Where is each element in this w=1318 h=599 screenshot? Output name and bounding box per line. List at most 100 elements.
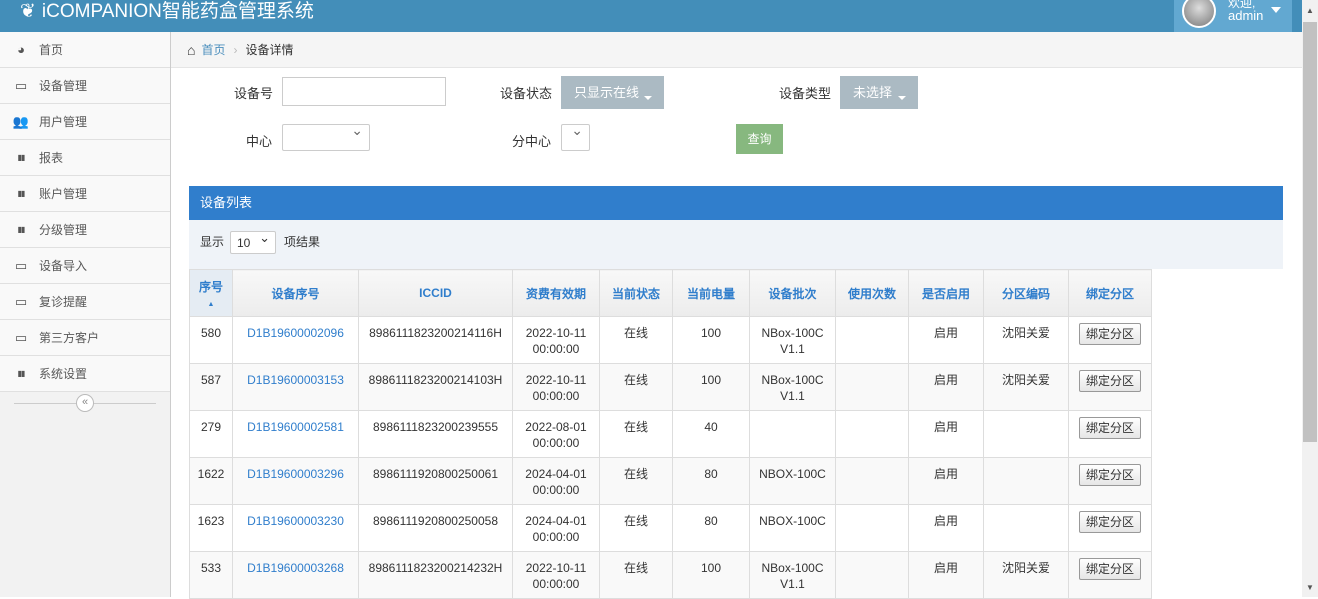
column-header[interactable]: 是否启用	[908, 269, 984, 317]
bind-partition-button[interactable]: 绑定分区	[1078, 464, 1141, 486]
table-cell: 在线	[599, 363, 673, 411]
cell-text: 2024-04-01 00:00:00	[525, 514, 587, 544]
sidebar-item-6[interactable]: ▭ 设备导入	[0, 248, 170, 284]
breadcrumb: ⌂ 首页 › 设备详情	[171, 32, 1302, 68]
table-cell: D1B19600002096	[232, 316, 359, 364]
page-length-value: 10	[237, 236, 251, 250]
sidebar-item-7[interactable]: ▭ 复诊提醒	[0, 284, 170, 320]
column-header[interactable]: ICCID	[358, 269, 513, 317]
table-cell: NBox-100C V1.1	[749, 363, 836, 411]
sidebar-item-5[interactable]: ▮▮ 分级管理	[0, 212, 170, 248]
avatar	[1182, 0, 1216, 28]
leaf-icon: ❦	[20, 1, 36, 22]
app-title: iCOMPANION智能药盒管理系统	[41, 1, 314, 22]
cell-text: 100	[700, 373, 722, 387]
sidebar-item-3[interactable]: ▮▮ 报表	[0, 140, 170, 176]
cell-text: 1623	[197, 514, 225, 528]
cell-text: 启用	[933, 514, 958, 528]
column-header[interactable]: 使用次数	[835, 269, 909, 317]
scrollbar[interactable]: ▲ ▼	[1302, 0, 1318, 597]
sidebar-item-1[interactable]: ▭ 设备管理	[0, 68, 170, 104]
table-cell: 2022-10-11 00:00:00	[512, 363, 600, 411]
top-navbar: ❦ iCOMPANION智能药盒管理系统 欢迎, admin	[0, 0, 1302, 32]
column-header[interactable]: 绑定分区	[1068, 269, 1152, 317]
table-cell	[835, 410, 909, 458]
status-dropdown[interactable]: 只显示在线	[561, 76, 664, 109]
header-label: ICCID	[419, 286, 452, 300]
table-cell: 2024-04-01 00:00:00	[512, 457, 600, 505]
scrollbar-thumb[interactable]	[1303, 22, 1317, 442]
header-label: 当前状态	[611, 286, 660, 301]
sidebar-item-0[interactable]: ◕ 首页	[0, 32, 170, 68]
cell-text: 2024-04-01 00:00:00	[525, 467, 587, 497]
double-chevron-left-icon[interactable]: «	[76, 394, 94, 412]
table-cell: 898611182320021410​3H	[358, 363, 513, 411]
table-cell: 8986111823200239555	[358, 410, 513, 458]
query-button[interactable]: 查询	[736, 124, 783, 154]
device-link[interactable]: D1B19600003296	[247, 467, 344, 481]
cell-text: 2022-08-01 00:00:00	[525, 420, 587, 450]
cell-text: NBOX-100C	[759, 467, 826, 481]
table-cell: 启用	[908, 551, 984, 599]
caret-down-icon	[644, 96, 652, 100]
table-row: 279 D1B19600002581 8986111823200239555 2022…	[189, 410, 1152, 458]
sidebar-item-8[interactable]: ▭ 第三方客户	[0, 320, 170, 356]
bind-partition-button[interactable]: 绑定分区	[1078, 558, 1141, 580]
bind-partition-button[interactable]: 绑定分区	[1078, 511, 1141, 533]
column-header[interactable]: 设备序号	[232, 269, 359, 317]
table-cell: 绑定分区	[1068, 551, 1152, 599]
sidebar-item-9[interactable]: ▮▮ 系统设置	[0, 356, 170, 392]
type-dropdown[interactable]: 未选择	[840, 76, 918, 109]
bind-partition-button[interactable]: 绑定分区	[1078, 323, 1141, 345]
column-header[interactable]: 当前状态	[599, 269, 673, 317]
cell-text: 在线	[623, 467, 648, 481]
table-cell: NBOX-100C	[749, 457, 836, 505]
brand[interactable]: ❦ iCOMPANION智能药盒管理系统	[20, 0, 314, 24]
cell-text: 40	[704, 420, 718, 434]
device-link[interactable]: D1B19600003153	[247, 373, 344, 387]
column-header[interactable]: 分区编码	[983, 269, 1069, 317]
bind-partition-button[interactable]: 绑定分区	[1078, 370, 1141, 392]
device-table: 序号 ▲ 设备序号 ICCID 资费有效期 当前状态 当前电量 设备批次 使用次数 是否启用 分区编…	[189, 269, 1152, 599]
table-cell: 580	[189, 316, 233, 364]
cell-text: 533	[200, 561, 222, 575]
table-row: 1622 D1B19600003296 8986111920800250061 202…	[189, 457, 1152, 505]
table-cell: 启用	[908, 504, 984, 552]
scroll-up-icon[interactable]: ▲	[1306, 6, 1314, 15]
sidebar-item-4[interactable]: ▮▮ 账户管理	[0, 176, 170, 212]
table-cell: 587	[189, 363, 233, 411]
table-cell: 2024-04-01 00:00:00	[512, 504, 600, 552]
cell-text: NBox-100C V1.1	[761, 373, 824, 403]
page-length-select[interactable]: 10	[230, 230, 276, 254]
header-label: 设备序号	[271, 286, 320, 301]
cell-text: 80	[704, 467, 718, 481]
column-header[interactable]: 当前电量	[672, 269, 750, 317]
device-link[interactable]: D1B19600002096	[247, 326, 344, 340]
table-cell	[749, 410, 836, 458]
cell-text: 2022-10-11 00:00:00	[525, 561, 587, 591]
scroll-down-icon[interactable]: ▼	[1306, 583, 1314, 592]
column-header[interactable]: 设备批次	[749, 269, 836, 317]
device-link[interactable]: D1B19600003230	[247, 514, 344, 528]
sidebar-item-label: 第三方客户	[39, 331, 100, 345]
table-cell: 在线	[599, 316, 673, 364]
cell-text: 在线	[623, 561, 648, 575]
bind-partition-button[interactable]: 绑定分区	[1078, 417, 1141, 439]
device-link[interactable]: D1B19600002581	[247, 420, 344, 434]
sidebar: ◕ 首页 ▭ 设备管理 👥 用户管理 ▮▮ 报表 ▮▮ 账户管理 ▮▮ 分级管理 ▭ 设备导入 ▭ 复诊提醒 ▭…	[0, 32, 171, 597]
table-cell: 启用	[908, 410, 984, 458]
device-link[interactable]: D1B19600003268	[247, 561, 344, 575]
subcenter-select[interactable]	[561, 122, 590, 151]
column-header[interactable]: 序号 ▲	[189, 269, 233, 317]
bar-chart-icon: ▮▮	[17, 189, 26, 198]
table-cell	[983, 410, 1069, 458]
user-menu[interactable]: 欢迎, admin	[1174, 0, 1292, 32]
center-select[interactable]	[282, 122, 370, 151]
column-header[interactable]: 资费有效期	[512, 269, 600, 317]
cell-text: 1622	[197, 467, 225, 481]
sidebar-collapse[interactable]: «	[0, 392, 170, 414]
table-cell	[835, 551, 909, 599]
breadcrumb-home[interactable]: 首页	[201, 43, 226, 57]
sidebar-item-2[interactable]: 👥 用户管理	[0, 104, 170, 140]
device-no-input[interactable]	[282, 77, 446, 106]
